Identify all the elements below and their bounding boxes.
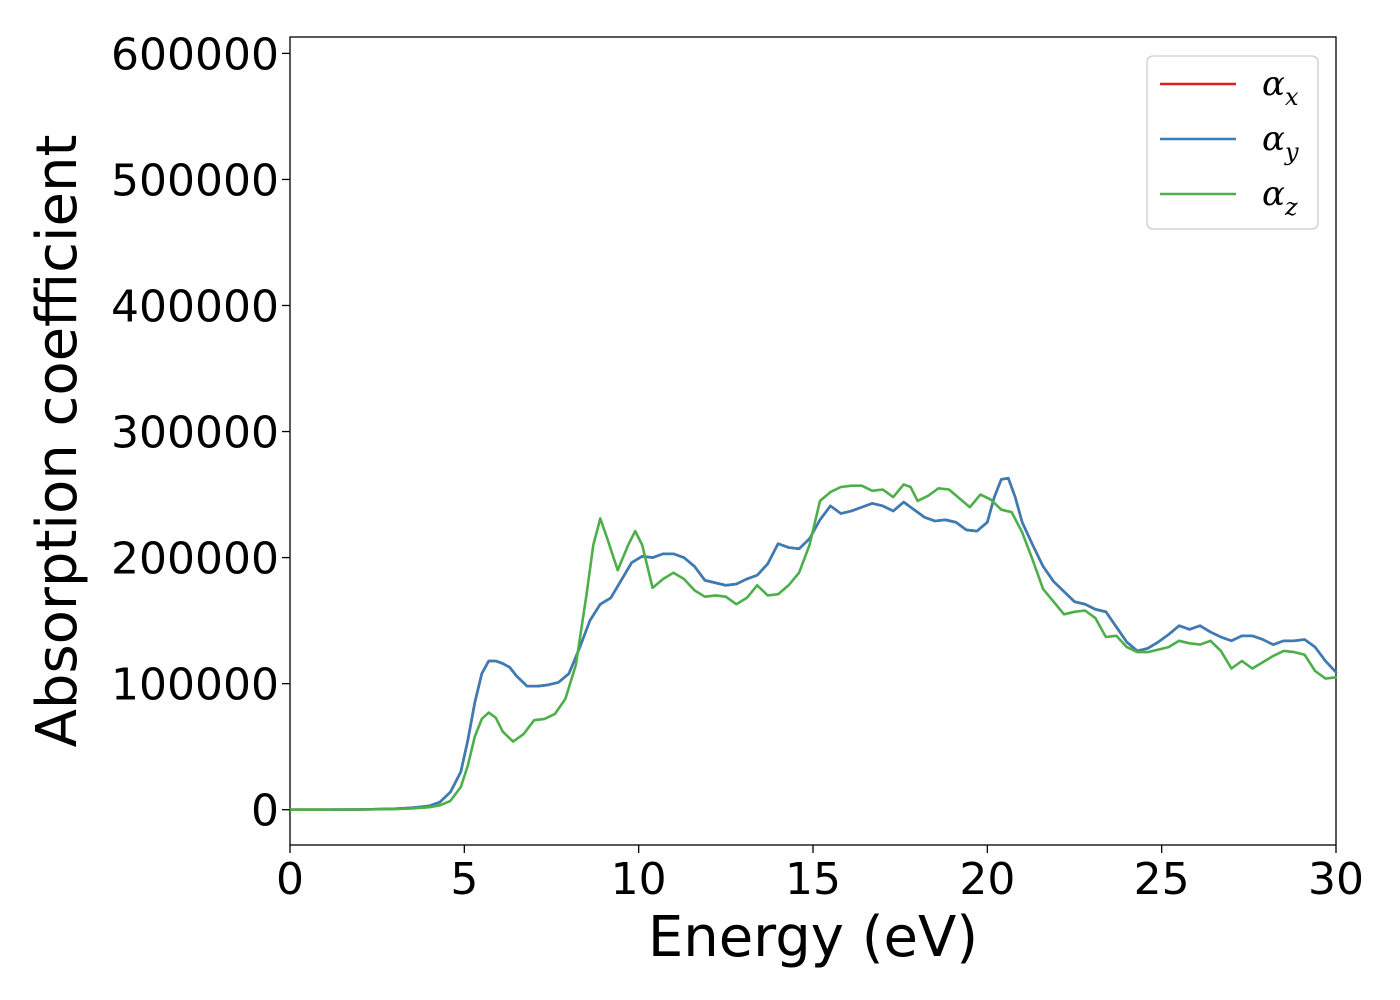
x-tick-label: 5 xyxy=(450,854,478,905)
x-tick-label: 0 xyxy=(276,854,304,905)
series-line-y xyxy=(288,476,1338,811)
y-tick-label: 600000 xyxy=(111,29,279,80)
x-axis-ticks: 0 5 10 15 20 25 30 xyxy=(276,845,1364,905)
x-tick-label: 30 xyxy=(1308,854,1364,905)
y-tick-label: 200000 xyxy=(111,534,279,585)
y-tick-label: 0 xyxy=(251,786,279,837)
legend-frame xyxy=(1146,55,1319,230)
series-layer xyxy=(288,476,1338,811)
x-tick-label: 10 xyxy=(611,854,667,905)
x-tick-label: 15 xyxy=(785,854,841,905)
y-tick-label: 300000 xyxy=(111,408,279,459)
y-tick-label: 100000 xyxy=(111,660,279,711)
y-tick-label: 500000 xyxy=(111,155,279,206)
x-tick-label: 20 xyxy=(959,854,1015,905)
series-line-z xyxy=(288,483,1338,811)
y-tick-label: 400000 xyxy=(111,281,279,332)
y-axis-ticks: 0 100000 200000 300000 400000 500000 600000 xyxy=(111,29,290,837)
x-axis-title: Energy (eV) xyxy=(648,905,978,970)
x-tick-label: 25 xyxy=(1134,854,1190,905)
y-axis-title: Absorption coefficient xyxy=(25,135,90,748)
